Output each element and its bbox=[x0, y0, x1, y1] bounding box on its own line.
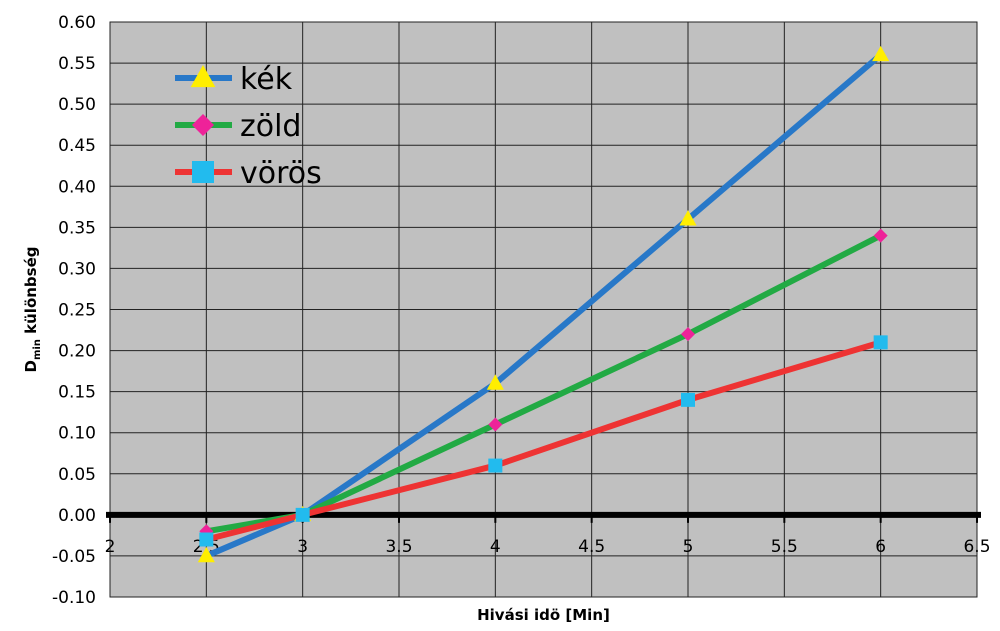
x-tick-label: 6 bbox=[875, 537, 886, 557]
x-tick-label: 4 bbox=[490, 537, 501, 557]
x-axis-title: Hivási idö [Min] bbox=[477, 606, 610, 624]
y-axis-title-subscript: min bbox=[32, 339, 43, 360]
y-tick-label: -0.10 bbox=[52, 588, 96, 608]
legend-label: zöld bbox=[240, 109, 301, 144]
y-tick-label: 0.35 bbox=[58, 218, 96, 238]
y-tick-label: 0.60 bbox=[58, 13, 96, 33]
data-point-triangle bbox=[190, 65, 216, 88]
data-point-triangle bbox=[872, 45, 890, 62]
x-tick-label: 3.5 bbox=[385, 537, 412, 557]
y-tick-label: 0.15 bbox=[58, 383, 96, 403]
grid bbox=[106, 21, 981, 598]
legend-label: kék bbox=[240, 62, 293, 97]
y-tick-label: 0.20 bbox=[58, 342, 96, 362]
data-point-square bbox=[199, 532, 214, 547]
data-point-triangle bbox=[486, 374, 504, 390]
y-axis-title: Dmin különbség bbox=[22, 247, 43, 373]
y-tick-label: 0.45 bbox=[58, 136, 96, 156]
data-point-diamond bbox=[681, 327, 695, 342]
data-point-square bbox=[681, 392, 695, 407]
y-tick-label: 0.00 bbox=[58, 506, 96, 526]
data-point-square bbox=[488, 458, 503, 473]
data-point-diamond bbox=[192, 114, 214, 136]
data-point-diamond bbox=[873, 228, 888, 243]
x-tick-label: 5.5 bbox=[771, 537, 798, 557]
y-tick-label: 0.50 bbox=[58, 95, 96, 115]
data-point-square bbox=[192, 161, 214, 183]
y-tick-label: 0.05 bbox=[58, 465, 96, 485]
x-tick-label: 6.5 bbox=[963, 537, 990, 557]
y-tick-label: 0.40 bbox=[58, 177, 96, 197]
legend: kék zöld vörös bbox=[175, 62, 322, 191]
y-tick-label: 0.10 bbox=[58, 424, 96, 444]
y-tick-label: 0.55 bbox=[58, 54, 96, 74]
y-axis-title-main: D bbox=[22, 360, 40, 372]
y-tick-label: 0.30 bbox=[58, 259, 96, 279]
x-tick-label: 3 bbox=[297, 537, 308, 557]
data-point-diamond bbox=[488, 417, 503, 432]
data-point-square bbox=[295, 507, 310, 522]
x-tick-label: 5 bbox=[683, 537, 694, 557]
data-point-square bbox=[873, 335, 888, 350]
legend-label: vörös bbox=[240, 156, 322, 191]
y-axis-ticks: -0.10 -0.05 0.00 0.05 0.10 0.15 0.20 0.25 0.30 0.… bbox=[52, 13, 96, 608]
y-axis-title-rest: különbség bbox=[22, 247, 40, 340]
x-tick-label: 4.5 bbox=[578, 537, 605, 557]
series bbox=[197, 45, 890, 563]
x-tick-label: 2 bbox=[105, 537, 116, 557]
data-point-triangle bbox=[197, 546, 215, 563]
y-tick-label: 0.25 bbox=[58, 301, 96, 321]
y-tick-label: -0.05 bbox=[52, 547, 96, 567]
data-point-triangle bbox=[679, 210, 697, 226]
